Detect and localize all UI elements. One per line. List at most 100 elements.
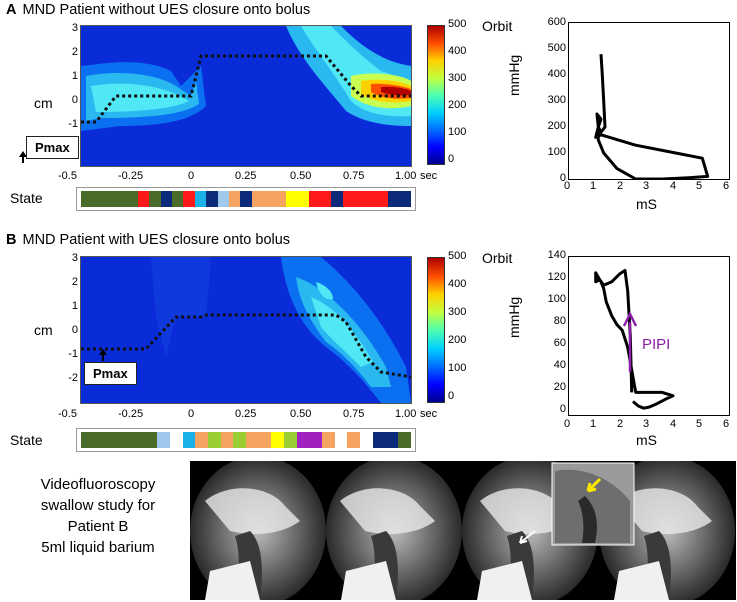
state-segment — [322, 432, 335, 448]
x-tick: 3 — [643, 418, 650, 430]
panel-a-x-ticks: -0.5 -0.25 0 0.25 0.50 0.75 1.00 sec — [58, 170, 440, 184]
state-segment — [376, 191, 389, 207]
y-tick: 80 — [553, 315, 566, 327]
x-tick: 2 — [617, 418, 624, 430]
colorbar-tick: 500 — [448, 250, 467, 262]
state-segment — [81, 191, 93, 207]
panel-a-title-text: MND Patient without UES closure onto bol… — [22, 2, 311, 18]
colorbar-tick: 200 — [448, 334, 467, 346]
y-tick: 0 — [71, 94, 78, 106]
orbit-b-x-label: mS — [636, 432, 657, 448]
colorbar-tick: 400 — [448, 45, 467, 57]
colorbar-tick: 300 — [448, 72, 467, 84]
state-segment — [365, 191, 377, 207]
x-tick: 0.75 — [343, 170, 365, 182]
state-segment — [149, 191, 161, 207]
panel-b-colorbar — [427, 257, 445, 403]
x-tick: 5 — [696, 418, 703, 430]
state-segment — [194, 191, 207, 207]
pipi-arrow-icon — [622, 312, 638, 372]
state-segment — [93, 432, 107, 448]
y-tick: 20 — [553, 381, 566, 393]
colorbar-tick: 100 — [448, 362, 467, 374]
x-tick: 0.75 — [343, 408, 365, 420]
state-segment — [342, 191, 354, 207]
state-segment — [131, 432, 145, 448]
state-segment — [106, 432, 120, 448]
panel-a-state-bar — [76, 187, 416, 211]
state-segment — [372, 432, 386, 448]
x-tick: 1 — [590, 180, 597, 192]
colorbar-tick: 200 — [448, 99, 467, 111]
y-tick: 2 — [71, 276, 78, 288]
state-segment — [263, 191, 275, 207]
state-segment — [220, 432, 234, 448]
panel-b-heatmap — [80, 256, 412, 404]
panel-b-title: B MND Patient with UES closure onto bolus — [6, 232, 290, 248]
pmax-label: Pmax — [84, 362, 137, 385]
y-tick: 100 — [547, 146, 566, 158]
fluoro-frame — [190, 461, 326, 600]
state-segment — [245, 432, 259, 448]
state-segment — [360, 432, 373, 448]
state-segment — [296, 432, 310, 448]
y-tick: -1 — [68, 348, 78, 360]
state-segment — [285, 191, 298, 207]
panel-a-heatmap-svg — [81, 26, 411, 166]
panel-a-letter: A — [6, 2, 17, 18]
state-segment — [144, 432, 158, 448]
videofluoroscopy-caption: Videofluoroscopy swallow study for Patie… — [8, 474, 188, 558]
x-unit: sec — [420, 170, 438, 182]
y-tick: -2 — [68, 372, 78, 384]
state-segment — [398, 432, 411, 448]
panel-a-colorbar — [427, 25, 445, 165]
x-tick: -0.25 — [118, 170, 144, 182]
y-tick: 0 — [559, 172, 566, 184]
x-tick: 6 — [723, 418, 730, 430]
x-tick: 0.50 — [290, 170, 312, 182]
colorbar-tick: 400 — [448, 278, 467, 290]
y-tick: 100 — [547, 293, 566, 305]
colorbar-tick: 0 — [448, 153, 455, 165]
state-segment — [92, 191, 104, 207]
panel-a-y-label: cm — [34, 95, 53, 111]
x-tick: 1.00 — [395, 408, 417, 420]
x-tick: 2 — [617, 180, 624, 192]
caption-line: Videofluoroscopy — [40, 476, 156, 493]
state-segment — [240, 191, 252, 207]
y-tick: 3 — [71, 22, 78, 34]
x-tick: 0.25 — [235, 408, 257, 420]
state-segment — [385, 432, 399, 448]
state-segment — [137, 191, 150, 207]
y-tick: 120 — [547, 271, 566, 283]
state-segment — [251, 191, 263, 207]
colorbar-tick: 500 — [448, 18, 467, 30]
x-tick: 1.00 — [395, 170, 417, 182]
y-tick: 3 — [71, 252, 78, 264]
orbit-a-plot — [568, 22, 730, 180]
state-segment — [297, 191, 309, 207]
x-tick: 0 — [188, 408, 195, 420]
state-segment — [309, 432, 323, 448]
state-segment — [103, 191, 116, 207]
state-segment — [233, 432, 246, 448]
pmax-arrow-icon — [18, 150, 28, 163]
x-tick: -0.5 — [58, 408, 77, 420]
panel-a-pmax: Pmax — [18, 136, 138, 180]
orbit-trace-line — [594, 269, 675, 410]
orbit-trace-line — [594, 54, 710, 179]
state-segment — [388, 191, 400, 207]
fluoro-inset — [551, 462, 635, 546]
state-segment — [172, 191, 184, 207]
caption-line: 5ml liquid barium — [41, 539, 155, 556]
orbit-b-label: Orbit — [482, 250, 513, 266]
state-segment — [182, 432, 196, 448]
x-unit: sec — [420, 408, 438, 420]
orbit-b-plot — [568, 256, 730, 416]
y-tick: 60 — [553, 337, 566, 349]
videofluoroscopy-frames — [190, 461, 736, 600]
x-tick: 0.25 — [235, 170, 257, 182]
x-tick: 1 — [590, 418, 597, 430]
caption-line: Patient B — [67, 518, 129, 535]
colorbar-tick: 100 — [448, 126, 467, 138]
